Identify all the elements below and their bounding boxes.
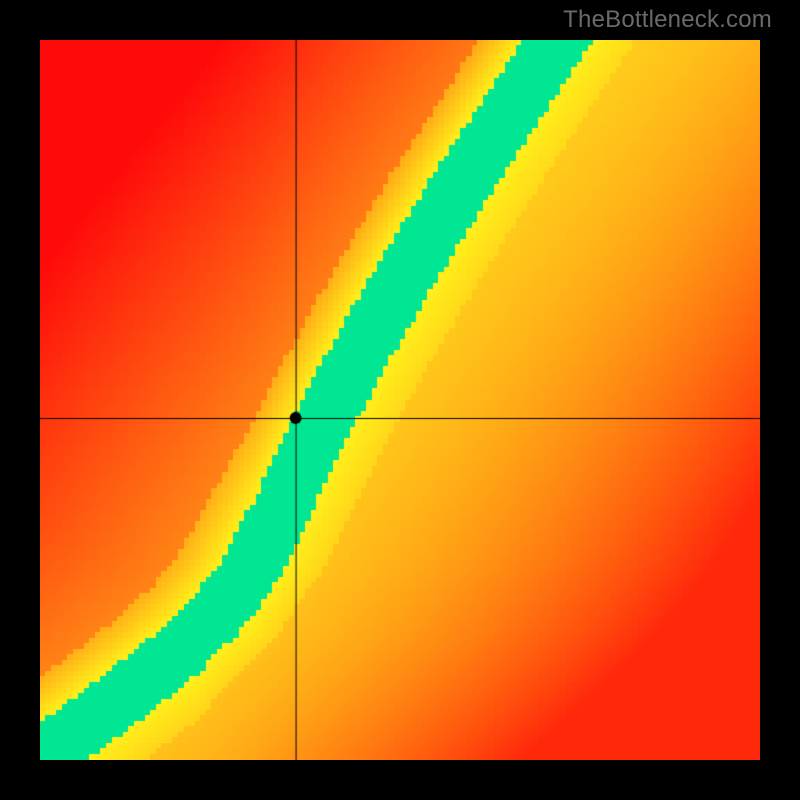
heatmap-canvas	[40, 40, 760, 760]
heatmap-plot	[40, 40, 760, 760]
watermark-text: TheBottleneck.com	[563, 6, 772, 34]
